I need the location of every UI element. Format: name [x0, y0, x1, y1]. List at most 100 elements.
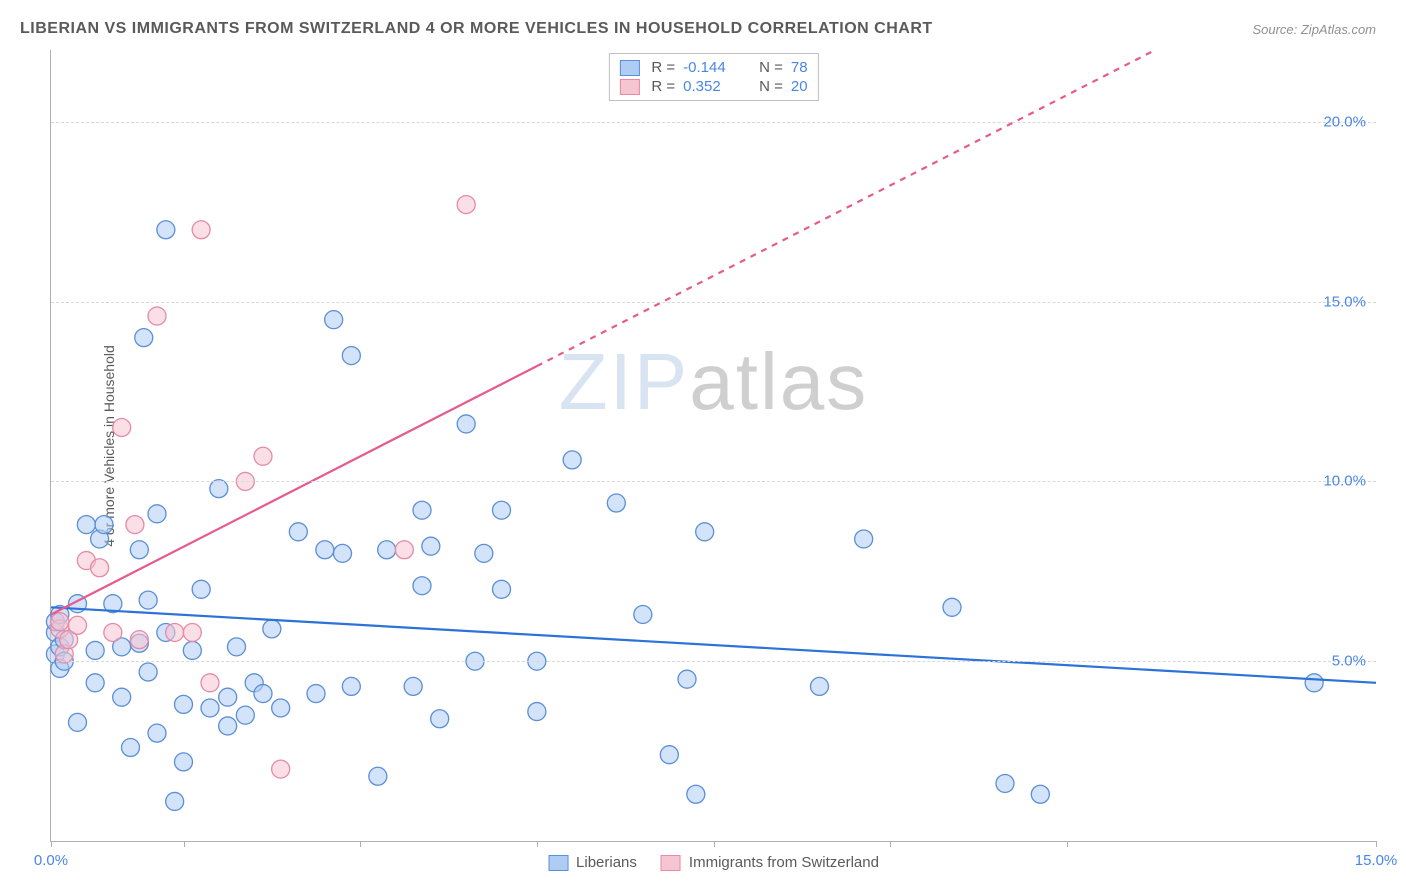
gridline	[51, 481, 1376, 482]
data-point	[201, 699, 219, 717]
data-point	[104, 623, 122, 641]
data-point	[130, 541, 148, 559]
data-point	[634, 605, 652, 623]
swatch-swiss-bottom	[661, 855, 681, 871]
data-point	[183, 623, 201, 641]
data-point	[201, 674, 219, 692]
gridline	[51, 122, 1376, 123]
xtick-label: 0.0%	[34, 852, 68, 869]
bottom-legend: Liberians Immigrants from Switzerland	[548, 854, 879, 871]
data-point	[148, 307, 166, 325]
data-point	[272, 699, 290, 717]
data-point	[175, 753, 193, 771]
data-point	[135, 329, 153, 347]
data-point	[289, 523, 307, 541]
data-point	[157, 221, 175, 239]
data-point	[342, 347, 360, 365]
data-point	[413, 577, 431, 595]
data-point	[69, 616, 87, 634]
data-point	[395, 541, 413, 559]
data-point	[95, 516, 113, 534]
xtick	[51, 841, 52, 847]
data-point	[122, 739, 140, 757]
xtick	[1376, 841, 1377, 847]
data-point	[334, 544, 352, 562]
data-point	[404, 677, 422, 695]
data-point	[660, 746, 678, 764]
chart-title: LIBERIAN VS IMMIGRANTS FROM SWITZERLAND …	[20, 20, 933, 38]
xtick	[360, 841, 361, 847]
data-point	[457, 415, 475, 433]
xtick	[890, 841, 891, 847]
data-point	[678, 670, 696, 688]
data-point	[475, 544, 493, 562]
data-point	[139, 663, 157, 681]
bottom-legend-label-1: Liberians	[576, 854, 637, 871]
trend-line-dashed	[537, 50, 1155, 366]
data-point	[51, 613, 69, 631]
data-point	[378, 541, 396, 559]
data-point	[130, 631, 148, 649]
data-point	[263, 620, 281, 638]
data-point	[69, 713, 87, 731]
data-point	[219, 688, 237, 706]
data-point	[307, 685, 325, 703]
data-point	[175, 695, 193, 713]
data-point	[192, 580, 210, 598]
bottom-legend-label-2: Immigrants from Switzerland	[689, 854, 879, 871]
gridline	[51, 302, 1376, 303]
data-point	[687, 785, 705, 803]
data-point	[236, 706, 254, 724]
data-point	[413, 501, 431, 519]
ytick-label: 5.0%	[1332, 653, 1366, 670]
data-point	[86, 674, 104, 692]
trend-line	[51, 366, 537, 614]
data-point	[563, 451, 581, 469]
data-point	[811, 677, 829, 695]
xtick	[537, 841, 538, 847]
data-point	[272, 760, 290, 778]
xtick	[714, 841, 715, 847]
data-point	[607, 494, 625, 512]
data-point	[113, 419, 131, 437]
data-point	[1305, 674, 1323, 692]
data-point	[148, 724, 166, 742]
plot-area: ZIPatlas R = -0.144 N = 78 R = 0.352 N =…	[50, 50, 1376, 842]
data-point	[86, 641, 104, 659]
data-point	[325, 311, 343, 329]
data-point	[696, 523, 714, 541]
bottom-legend-item-1: Liberians	[548, 854, 637, 871]
data-point	[113, 688, 131, 706]
ytick-label: 20.0%	[1323, 113, 1366, 130]
ytick-label: 15.0%	[1323, 293, 1366, 310]
data-point	[493, 580, 511, 598]
data-point	[316, 541, 334, 559]
data-point	[254, 685, 272, 703]
data-point	[943, 598, 961, 616]
data-point	[457, 196, 475, 214]
data-point	[493, 501, 511, 519]
data-point	[254, 447, 272, 465]
xtick	[1067, 841, 1068, 847]
data-point	[148, 505, 166, 523]
data-point	[91, 559, 109, 577]
trend-line	[51, 607, 1376, 683]
data-point	[166, 623, 184, 641]
data-point	[228, 638, 246, 656]
swatch-liberians-bottom	[548, 855, 568, 871]
data-point	[342, 677, 360, 695]
data-point	[77, 516, 95, 534]
data-point	[431, 710, 449, 728]
data-point	[139, 591, 157, 609]
data-point	[126, 516, 144, 534]
data-point	[1031, 785, 1049, 803]
xtick-label: 15.0%	[1355, 852, 1398, 869]
bottom-legend-item-2: Immigrants from Switzerland	[661, 854, 879, 871]
source-label: Source: ZipAtlas.com	[1252, 22, 1376, 37]
data-point	[422, 537, 440, 555]
data-point	[996, 774, 1014, 792]
data-point	[369, 767, 387, 785]
data-point	[192, 221, 210, 239]
data-point	[166, 792, 184, 810]
data-point	[219, 717, 237, 735]
